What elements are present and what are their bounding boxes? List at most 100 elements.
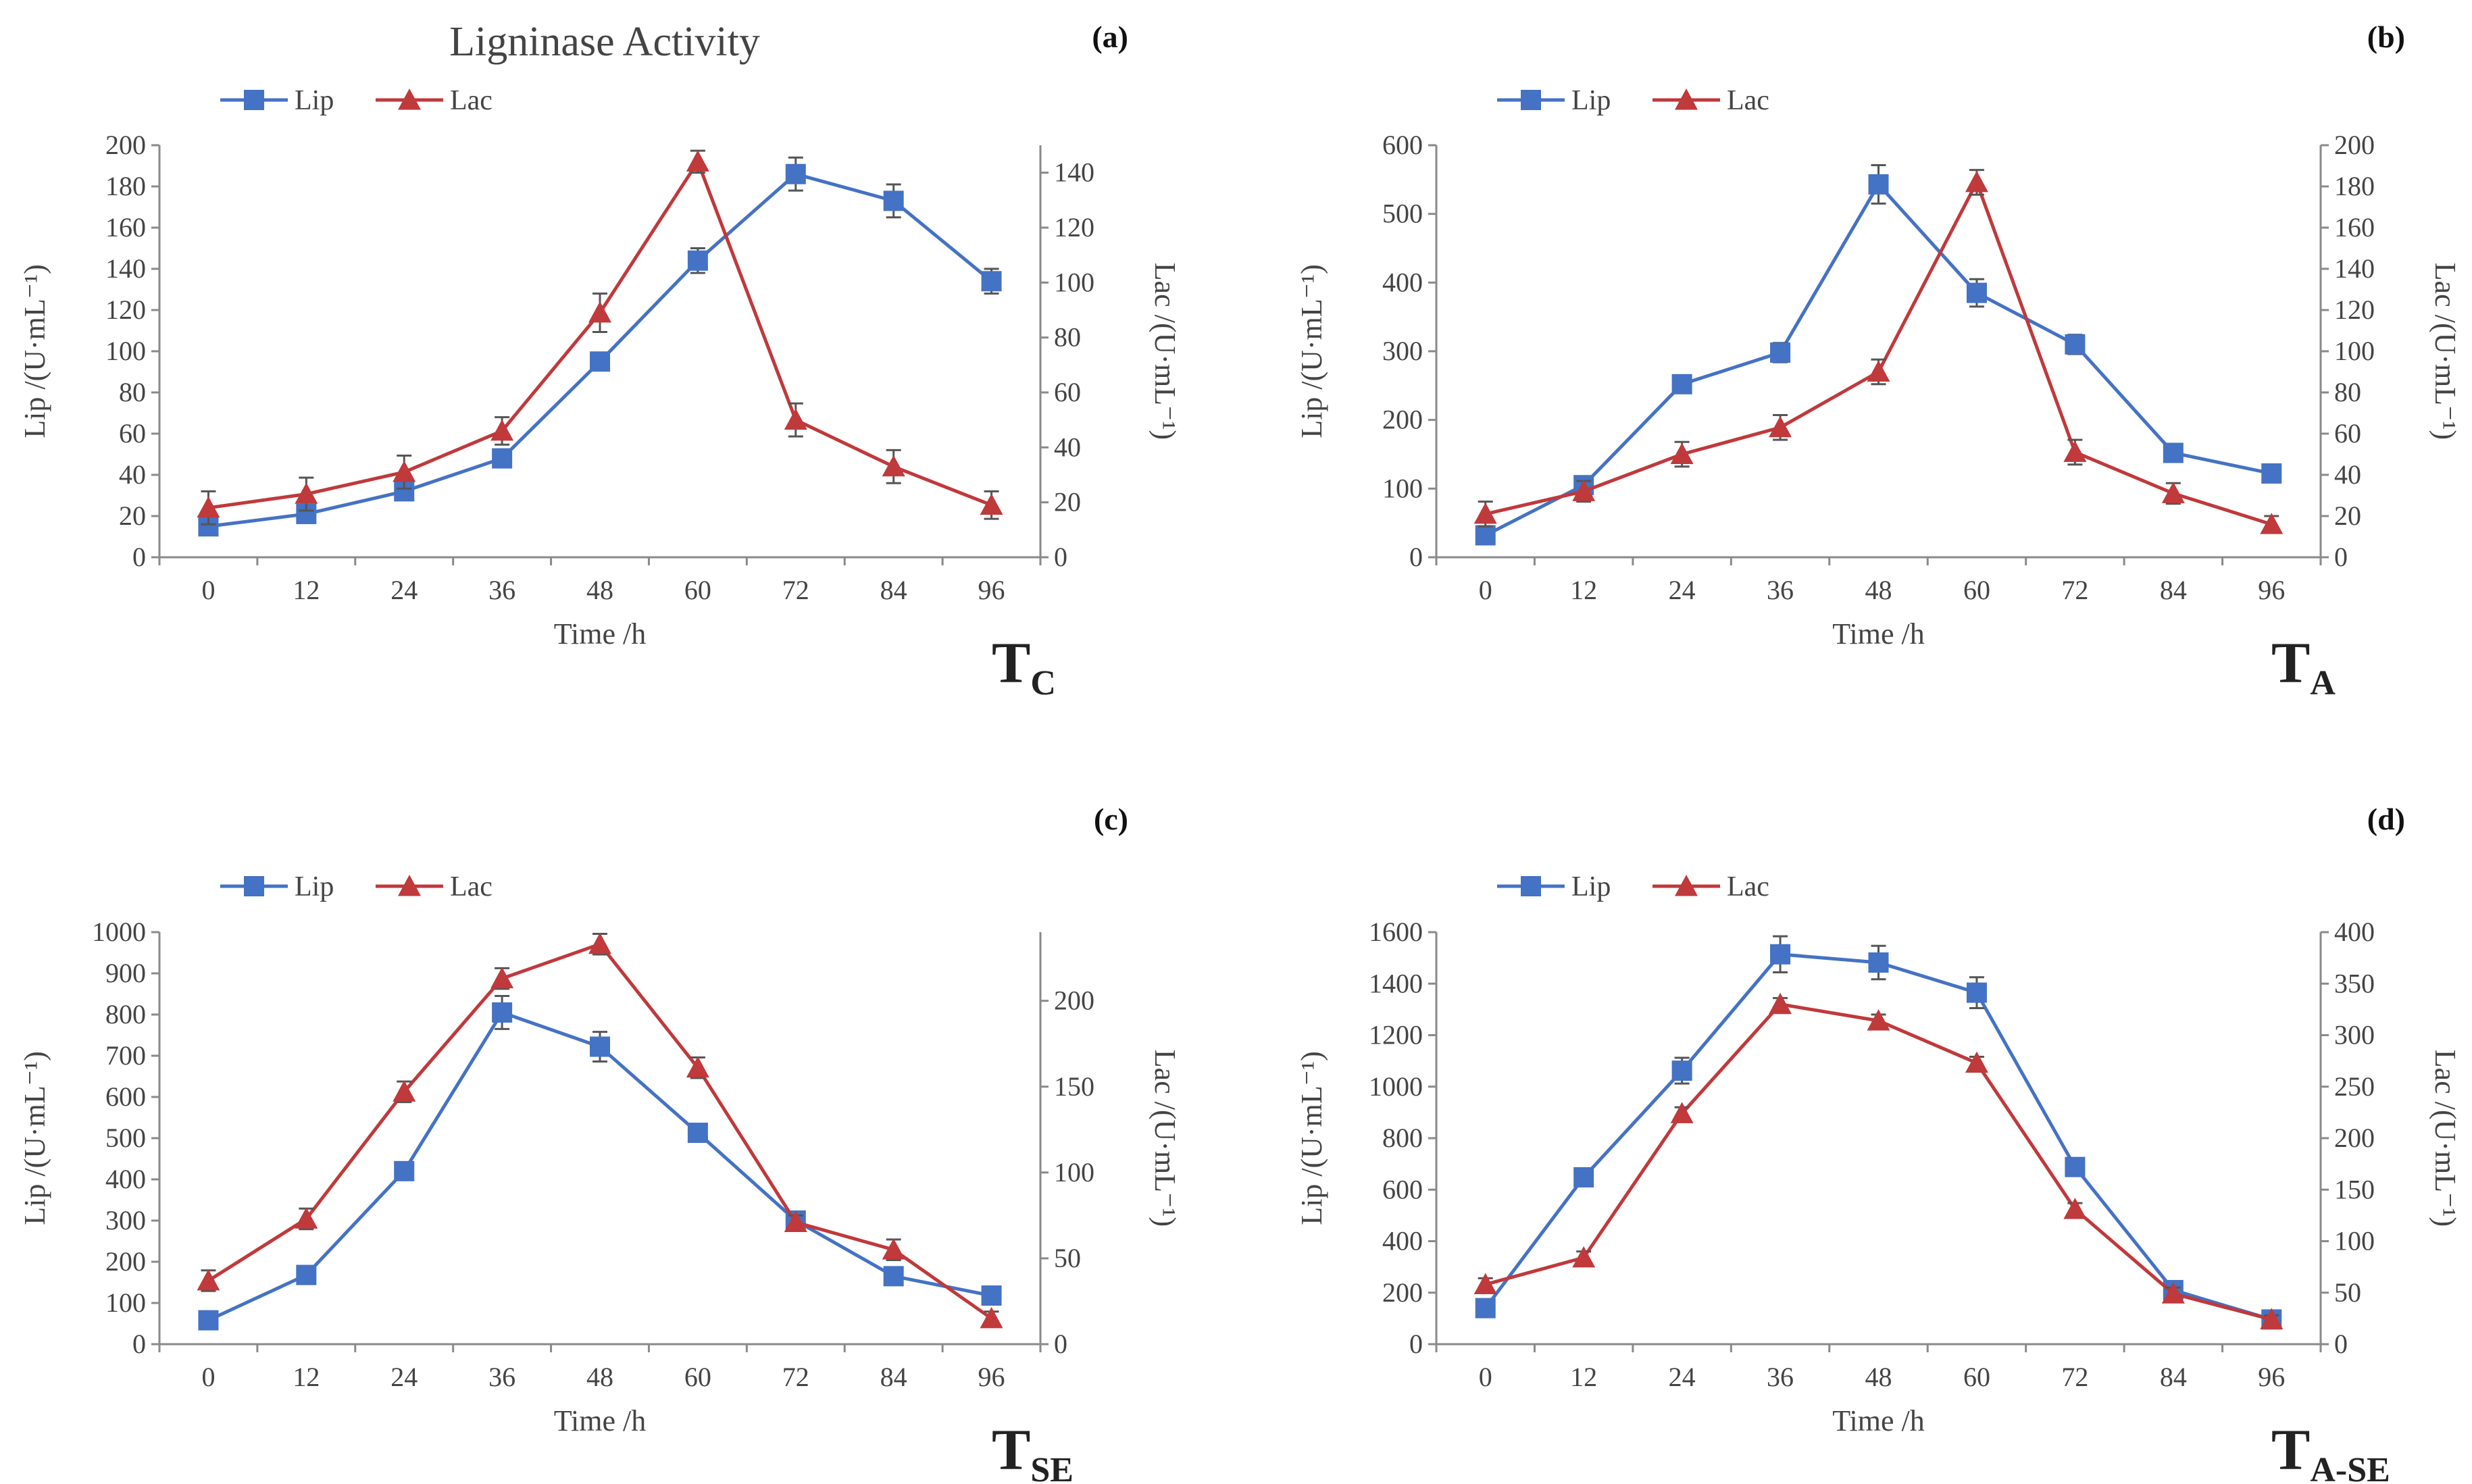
left-y-axis-title: Lip /(U·mL⁻¹) <box>1295 264 1328 438</box>
treatment-main: T <box>992 630 1030 695</box>
data-point-lip <box>1573 1167 1594 1187</box>
right-y-tick-label: 100 <box>1054 267 1094 297</box>
right-y-tick-label: 150 <box>1054 1071 1094 1102</box>
x-axis-title: Time /h <box>1832 1404 1925 1437</box>
data-point-lac <box>490 419 514 441</box>
data-point-lip <box>1770 944 1791 965</box>
data-point-lip <box>1868 952 1889 973</box>
right-y-tick-label: 300 <box>2334 1020 2375 1050</box>
right-y-tick-label: 200 <box>2334 130 2375 160</box>
panel-label: (a) <box>1092 20 1128 54</box>
right-y-tick-label: 100 <box>1054 1157 1094 1187</box>
series-lac <box>197 932 1003 1329</box>
right-y-axis-title: Lac /(U·mL⁻¹) <box>2429 1050 2462 1227</box>
x-axis-title: Time /h <box>554 617 647 650</box>
x-tick-label: 24 <box>390 575 418 605</box>
left-y-tick-label: 600 <box>1382 130 1423 160</box>
left-y-tick-label: 1400 <box>1369 968 1423 998</box>
data-point-lac <box>1670 442 1694 464</box>
left-y-tick-label: 800 <box>105 999 146 1029</box>
data-point-lac <box>1473 502 1497 524</box>
x-tick-label: 60 <box>1963 1362 1990 1392</box>
data-point-lip <box>687 1123 708 1144</box>
x-axis-title: Time /h <box>554 1404 647 1437</box>
treatment-label: TSE <box>992 1417 1074 1484</box>
legend-marker-lac <box>398 88 421 110</box>
left-y-axis-title: Lip /(U·mL⁻¹) <box>18 264 51 438</box>
left-y-tick-label: 500 <box>1382 199 1423 229</box>
data-point-lip <box>1770 342 1791 363</box>
panel-a: (a)0204060801001201401601802000204060801… <box>18 20 1182 702</box>
data-point-lip <box>394 1160 415 1181</box>
x-tick-label: 48 <box>1865 575 1892 605</box>
x-tick-label: 72 <box>782 575 809 605</box>
data-point-lac <box>1473 1273 1497 1294</box>
treatment-subscript: C <box>1030 664 1056 702</box>
treatment-subscript: A-SE <box>2310 1451 2390 1484</box>
legend: Lip Lac <box>220 871 493 902</box>
data-point-lac <box>980 1306 1003 1329</box>
left-y-tick-label: 200 <box>1382 1277 1423 1308</box>
data-point-lip <box>2065 334 2086 355</box>
treatment-main: T <box>2271 630 2310 695</box>
data-point-lac <box>1670 1102 1694 1123</box>
x-tick-label: 48 <box>1865 1362 1892 1392</box>
left-y-tick-label: 800 <box>1382 1123 1423 1153</box>
legend-marker-lip <box>1521 876 1541 896</box>
treatment-subscript: SE <box>1030 1451 1074 1484</box>
treatment-main: T <box>2271 1417 2310 1482</box>
left-y-tick-label: 20 <box>119 501 146 531</box>
right-y-axis-title: Lac /(U·mL⁻¹) <box>1149 263 1182 440</box>
data-point-lac <box>1867 360 1890 382</box>
legend-label-lac: Lac <box>1727 85 1769 116</box>
series-lip <box>1475 935 2282 1330</box>
series-line-lip <box>1484 952 2272 1321</box>
data-point-lip <box>590 351 610 372</box>
data-point-lip <box>1475 525 1496 546</box>
right-y-tick-label: 100 <box>2334 1226 2375 1256</box>
right-y-tick-label: 150 <box>2334 1174 2375 1204</box>
data-point-lac <box>197 1269 220 1291</box>
data-point-lac <box>686 150 709 172</box>
right-y-tick-label: 100 <box>2334 336 2375 366</box>
data-point-lip <box>1671 374 1692 394</box>
x-tick-label: 12 <box>1570 1362 1597 1392</box>
legend-marker-lip <box>244 876 264 896</box>
right-y-tick-label: 20 <box>1054 487 1081 517</box>
data-point-lip <box>981 271 1002 292</box>
panel-label: (d) <box>2367 802 2405 836</box>
x-tick-label: 24 <box>1669 575 1696 605</box>
data-point-lac <box>2161 1282 2185 1304</box>
right-y-tick-label: 250 <box>2334 1071 2375 1102</box>
data-point-lac <box>2260 1308 2284 1329</box>
treatment-label: TA <box>2271 630 2336 702</box>
legend-marker-lac <box>1675 875 1698 896</box>
legend-label-lip: Lip <box>295 871 334 902</box>
x-tick-label: 24 <box>390 1362 418 1392</box>
right-y-tick-label: 40 <box>2334 459 2361 490</box>
data-point-lip <box>785 163 806 184</box>
right-y-tick-label: 350 <box>2334 968 2375 998</box>
data-point-lac <box>882 1238 905 1260</box>
left-y-tick-label: 500 <box>105 1123 146 1153</box>
right-y-tick-label: 180 <box>2334 171 2375 201</box>
legend-label-lip: Lip <box>1571 871 1611 902</box>
data-point-lac <box>490 967 514 989</box>
left-y-tick-label: 300 <box>1382 336 1423 366</box>
data-point-lac <box>2063 1198 2087 1219</box>
x-tick-label: 60 <box>684 575 711 605</box>
left-y-tick-label: 200 <box>105 1246 146 1277</box>
data-point-lac <box>2260 513 2284 534</box>
data-point-lip <box>1475 1298 1496 1319</box>
x-tick-label: 96 <box>2258 1362 2285 1392</box>
x-tick-label: 0 <box>1479 575 1492 605</box>
x-tick-label: 12 <box>293 575 320 605</box>
x-tick-label: 96 <box>978 1362 1005 1392</box>
x-tick-label: 0 <box>1479 1362 1492 1392</box>
data-point-lac <box>2063 440 2087 462</box>
legend-label-lip: Lip <box>295 85 334 116</box>
left-y-tick-label: 400 <box>1382 1226 1423 1256</box>
x-axis-title: Time /h <box>1832 617 1925 650</box>
legend-marker-lip <box>1521 90 1541 110</box>
